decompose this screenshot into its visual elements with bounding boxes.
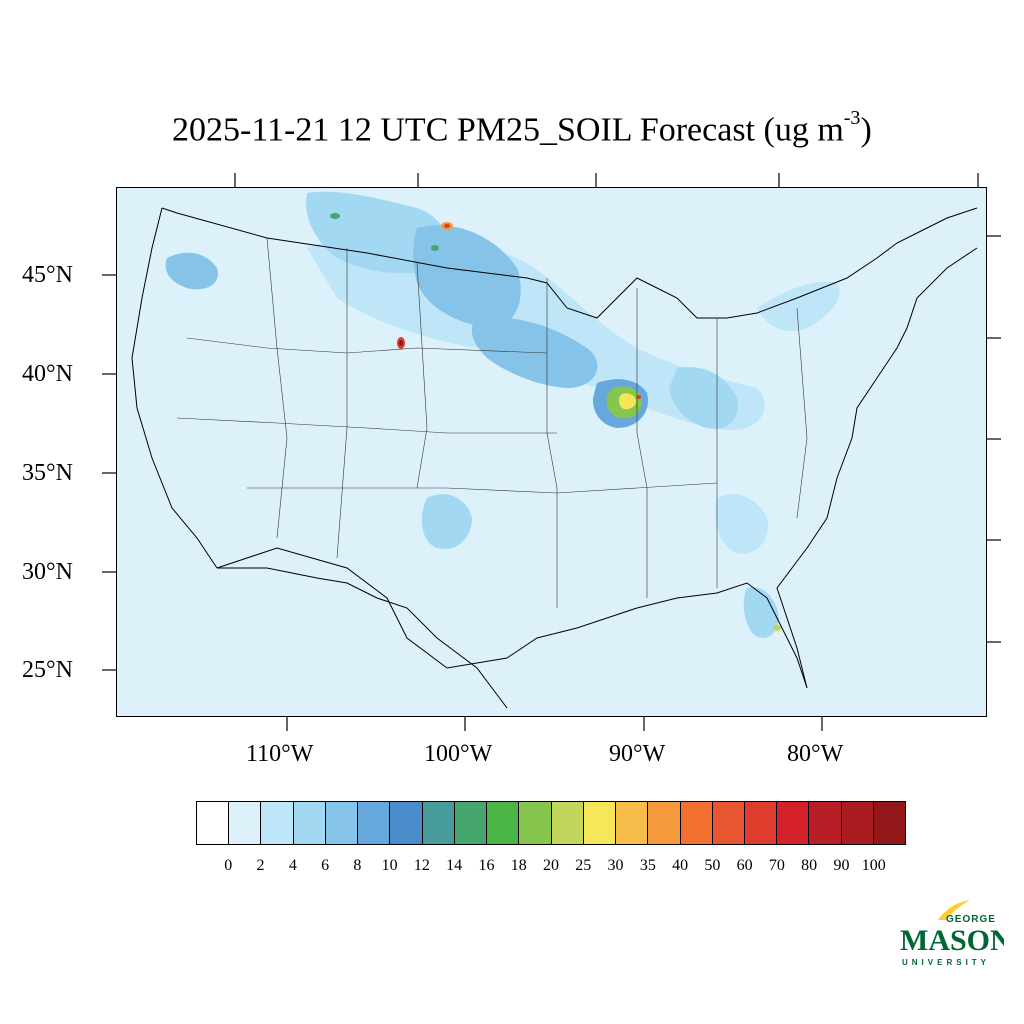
lon-label-110: 110°W xyxy=(246,741,314,767)
colorbar-swatch xyxy=(712,802,745,844)
colorbar-swatch xyxy=(648,802,681,844)
colorbar-swatch xyxy=(777,802,810,844)
colorbar-swatch xyxy=(325,802,359,844)
map-title: 2025-11-21 12 UTC PM25_SOIL Forecast (ug… xyxy=(172,108,872,149)
state-lines xyxy=(176,237,808,608)
lon-label-100: 100°W xyxy=(424,741,493,767)
colorbar-label: 8 xyxy=(353,857,362,874)
colorbar-swatch xyxy=(744,802,778,844)
colorbar-label: 35 xyxy=(639,857,656,874)
west-coast xyxy=(131,207,218,569)
lat-label-45: 45°N xyxy=(22,262,73,288)
forecast-map xyxy=(116,187,987,717)
hotspot-nebraska-core xyxy=(399,340,403,346)
hotspot-dakota-green xyxy=(431,245,439,251)
map-canvas xyxy=(131,191,978,709)
colorbar-label: 12 xyxy=(413,857,430,874)
field-florida xyxy=(743,587,779,638)
hotspot-north-dakota-core xyxy=(444,224,450,228)
colorbar-label: 2 xyxy=(256,857,265,874)
colorbar-label: 0 xyxy=(224,857,233,874)
colorbar-swatch xyxy=(390,802,423,844)
colorbar-swatch xyxy=(583,802,617,844)
colorbar-label: 6 xyxy=(321,857,330,874)
george-mason-logo: GEORGE MASON UNIVERSITY xyxy=(900,900,1004,967)
colorbar-swatch xyxy=(841,802,874,844)
colorbar-label: 30 xyxy=(607,857,624,874)
lon-label-80: 80°W xyxy=(787,741,844,767)
lon-label-90: 90°W xyxy=(609,741,666,767)
svg-text:MASON: MASON xyxy=(900,924,1004,957)
colorbar-label: 100 xyxy=(861,857,886,874)
colorbar-swatch xyxy=(551,802,584,844)
field-dakotas xyxy=(413,225,521,328)
boundaries xyxy=(131,207,978,709)
colorbar-label: 25 xyxy=(575,857,592,874)
lat-label-40: 40°N xyxy=(22,361,73,387)
map-title-text: 2025-11-21 12 UTC PM25_SOIL Forecast (ug… xyxy=(172,111,844,149)
field-ohio-valley xyxy=(669,367,738,429)
colorbar-swatch xyxy=(229,802,262,844)
colorbar-swatch xyxy=(454,802,488,844)
canada-us-border xyxy=(161,207,978,319)
concentration-field xyxy=(165,191,840,638)
colorbar-swatch xyxy=(358,802,391,844)
colorbar-swatch xyxy=(422,802,455,844)
lat-label-30: 30°N xyxy=(22,559,73,585)
lat-label-25: 25°N xyxy=(22,657,73,683)
map-title-exponent: -3 xyxy=(843,107,861,129)
colorbar-swatch xyxy=(197,802,230,844)
colorbar-swatch xyxy=(809,802,842,844)
colorbar-label: 90 xyxy=(833,857,850,874)
colorbar-swatch xyxy=(616,802,649,844)
colorbar-swatch xyxy=(487,802,520,844)
colorbar-label: 70 xyxy=(768,857,785,874)
colorbar-swatch xyxy=(680,802,713,844)
colorbar-label: 14 xyxy=(446,857,463,874)
colorbar-label: 10 xyxy=(381,857,398,874)
field-illinois-peak xyxy=(619,393,636,410)
colorbar-swatch xyxy=(293,802,326,844)
colorbar-label: 18 xyxy=(510,857,527,874)
colorbar-label: 40 xyxy=(672,857,689,874)
field-montana xyxy=(306,191,448,274)
gulf-coast xyxy=(216,547,808,689)
hotspot-florida xyxy=(773,625,781,631)
field-texas xyxy=(421,494,472,549)
colorbar-label: 20 xyxy=(543,857,559,874)
svg-text:UNIVERSITY: UNIVERSITY xyxy=(902,958,990,967)
mexico-border xyxy=(217,567,508,709)
svg-text:GEORGE: GEORGE xyxy=(946,914,996,925)
colorbar-label: 60 xyxy=(736,857,753,874)
east-coast xyxy=(776,247,978,689)
field-pacific-nw xyxy=(165,252,218,290)
colorbar-label: 50 xyxy=(704,857,721,874)
lat-label-35: 35°N xyxy=(22,460,73,486)
field-southeast xyxy=(715,494,768,554)
colorbar xyxy=(196,801,906,845)
colorbar-swatch xyxy=(519,802,552,844)
hotspot-montana xyxy=(330,213,340,219)
hotspot-illinois-red xyxy=(637,395,641,399)
colorbar-swatch xyxy=(873,802,906,844)
map-title-close: ) xyxy=(860,111,872,149)
colorbar-label: 16 xyxy=(478,857,495,874)
colorbar-label: 4 xyxy=(288,857,297,874)
colorbar-swatch xyxy=(261,802,294,844)
field-northeast xyxy=(757,281,840,332)
colorbar-label: 80 xyxy=(801,857,818,874)
